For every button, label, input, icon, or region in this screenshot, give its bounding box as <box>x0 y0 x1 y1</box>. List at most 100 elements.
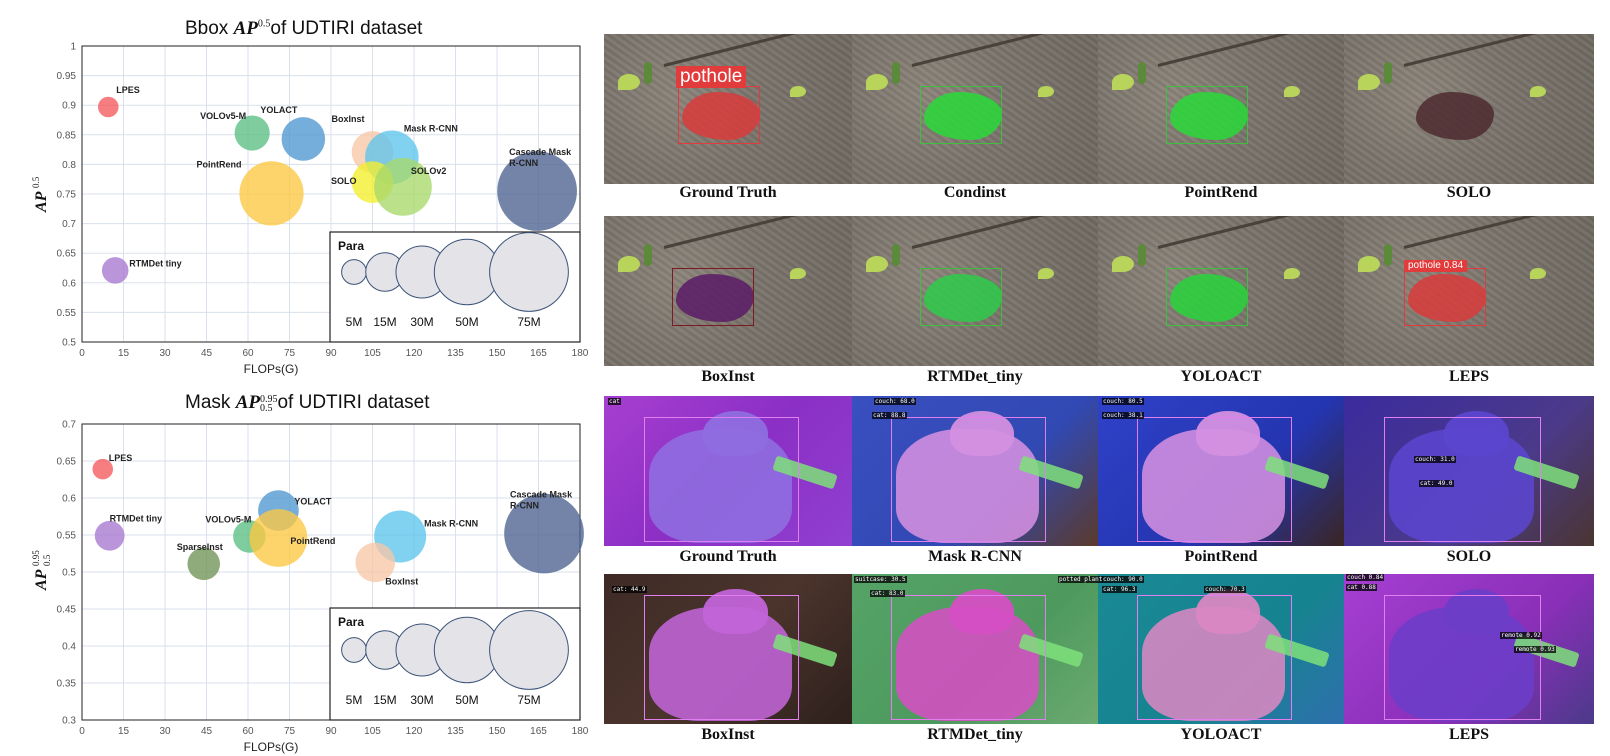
detection-label: cat: 96.3 <box>1102 586 1137 593</box>
bubble-boxinst <box>355 542 396 583</box>
leaf-shape <box>644 244 652 266</box>
y-tick-label: 0.5 <box>62 568 76 579</box>
legend-size-label: 50M <box>455 315 478 329</box>
leaf-shape <box>1530 268 1546 279</box>
result-panel <box>1098 574 1344 724</box>
detection-label: couch 0.84 <box>1346 574 1385 581</box>
bubble-label: Cascade Mask R-CNN <box>510 490 573 511</box>
bubble-label: LPES <box>109 453 133 463</box>
cat-head-mask <box>950 411 1015 456</box>
y-tick-label: 0.9 <box>62 101 76 112</box>
cat-head-mask <box>703 589 768 634</box>
leaf-shape <box>1284 268 1300 279</box>
chart2-title-suffix: of UDTIRI dataset <box>277 392 430 413</box>
y-tick-label: 1 <box>70 42 76 53</box>
x-tick-label: 165 <box>530 726 547 737</box>
panel-caption: RTMDet_tiny <box>927 726 1023 743</box>
legend-size-circle <box>489 610 569 690</box>
cat-bounding-box <box>1384 595 1541 720</box>
legend-title: Para <box>338 239 364 253</box>
y-tick-label: 0.7 <box>62 420 76 431</box>
cat-head-mask <box>1196 589 1261 634</box>
bubble-lpes <box>92 458 114 480</box>
x-tick-label: 90 <box>325 348 337 359</box>
x-tick-label: 105 <box>364 726 381 737</box>
result-panel <box>604 216 852 366</box>
y-tick-label: 0.6 <box>62 494 76 505</box>
detection-label: remote 0.93 <box>1514 646 1556 653</box>
y-tick-label: 0.8 <box>62 160 76 171</box>
detection-label: couch: 80.5 <box>1102 398 1144 405</box>
cat-head-mask <box>1196 411 1261 456</box>
x-tick-label: 150 <box>489 348 506 359</box>
bubble-label: RTMDet tiny <box>129 258 182 268</box>
bounding-box <box>1166 86 1248 144</box>
leaf-shape <box>866 74 888 90</box>
bubble-pointrend <box>239 161 304 226</box>
y-axis-label-main: AP <box>33 569 50 591</box>
panel-caption: PointRend <box>1184 548 1258 565</box>
bubble-label: VOLOv5-M <box>205 514 251 524</box>
y-axis-label-sup: 0.5 <box>31 176 41 188</box>
y-tick-label: 0.45 <box>57 605 77 616</box>
leaf-shape <box>790 86 806 97</box>
detection-label: suitcase: 30.5 <box>854 576 907 583</box>
chart1-title-prefix: Bbox <box>185 18 229 39</box>
legend-size-label: 75M <box>517 315 540 329</box>
chart2-title: Mask AP 0.95 0.5 of UDTIRI dataset <box>185 392 430 414</box>
pothole-mask <box>1408 274 1486 322</box>
result-panel <box>1098 396 1344 546</box>
x-tick-label: 0 <box>79 348 85 359</box>
panel-caption: BoxInst <box>701 726 755 743</box>
bounding-box <box>1404 268 1486 326</box>
x-tick-label: 75 <box>284 726 296 737</box>
pothole-label: pothole <box>676 66 747 88</box>
panel-caption: LEPS <box>1448 368 1489 385</box>
result-panel <box>852 34 1098 184</box>
pothole-mask <box>924 92 1002 140</box>
y-tick-label: 0.35 <box>57 679 77 690</box>
bubble-volov5-m <box>234 115 270 151</box>
bubble-pointrend <box>249 509 308 567</box>
x-tick-label: 105 <box>364 348 381 359</box>
result-panel <box>604 396 852 546</box>
detection-label: cat: 83.0 <box>870 590 905 597</box>
chart2-title-prefix: Mask <box>185 392 231 413</box>
panel-caption: Mask R-CNN <box>928 548 1022 565</box>
x-tick-label: 120 <box>406 348 423 359</box>
y-tick-label: 0.55 <box>57 308 77 319</box>
panel-caption: BoxInst <box>701 368 755 385</box>
bubble-label: SparseInst <box>177 542 223 552</box>
panel-caption: SOLO <box>1446 548 1492 565</box>
leaf-shape <box>1112 256 1134 272</box>
bubble-sparseinst <box>187 547 221 581</box>
detection-label: cat: 44.9 <box>612 586 647 593</box>
y-tick-label: 0.65 <box>57 249 77 260</box>
bubble-label: PointRend <box>290 536 335 546</box>
leaf-shape <box>1284 86 1300 97</box>
pothole-mask <box>1170 274 1248 322</box>
panel-caption: Condinst <box>943 184 1007 201</box>
x-tick-label: 180 <box>572 348 589 359</box>
bubble-label: SOLOv2 <box>411 166 447 176</box>
x-tick-label: 0 <box>79 726 85 737</box>
cat-bounding-box <box>643 595 800 720</box>
bubble-rtmdet-tiny <box>94 520 125 551</box>
x-tick-label: 135 <box>447 348 464 359</box>
leaf-shape <box>866 256 888 272</box>
x-tick-label: 150 <box>489 726 506 737</box>
detection-label: cat <box>608 398 621 405</box>
pothole-mask <box>1416 92 1494 140</box>
chart1-title: Bbox AP0.5of UDTIRI dataset <box>185 18 422 40</box>
qualitative-comparison-grid: pothole Ground Truth Condinst PointRend SOLO… <box>604 34 1594 746</box>
result-panel <box>852 574 1098 724</box>
cat-bounding-box <box>1137 595 1292 720</box>
panel-caption: YOLOACT <box>1180 368 1262 385</box>
result-panel: pothole <box>604 34 852 184</box>
cat-bounding-box <box>1137 417 1292 542</box>
bubble-label: YOLACT <box>260 105 298 115</box>
detection-label: remote 0.92 <box>1500 632 1542 639</box>
bubble-yolact <box>281 117 326 161</box>
y-axis-label-sup: 0.95 <box>31 550 41 566</box>
legend-size-label: 30M <box>410 315 433 329</box>
